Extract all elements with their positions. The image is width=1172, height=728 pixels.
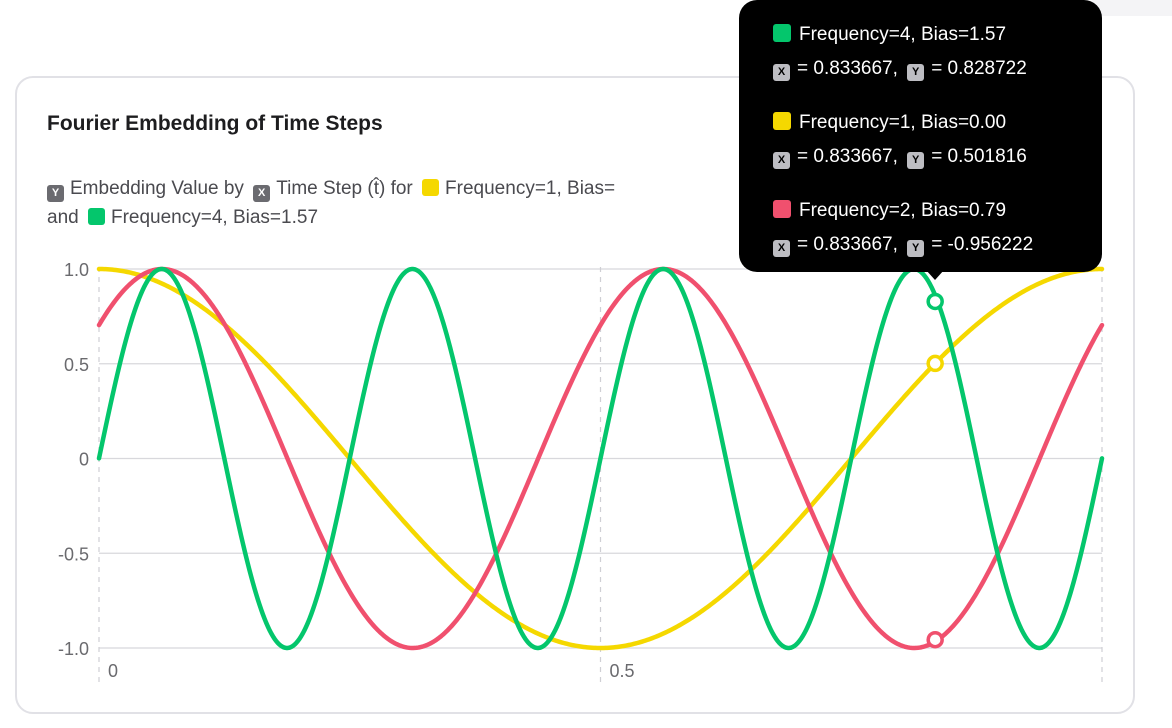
x-axis-chip: X bbox=[253, 185, 271, 202]
highlight-point-1[interactable] bbox=[926, 354, 944, 373]
y-axis-chip: Y bbox=[47, 185, 64, 202]
tooltip-x-chip: X bbox=[773, 240, 790, 257]
tooltip-group-1: Frequency=1, Bias=0.00 X = 0.833667, Y = 0.… bbox=[773, 110, 1102, 178]
tooltip-series-label: Frequency=1, Bias=0.00 bbox=[799, 112, 1007, 133]
tooltip-y-chip: Y bbox=[907, 64, 925, 81]
tooltip-pointer bbox=[926, 270, 944, 280]
tooltip-y-value: = 0.501816 bbox=[931, 146, 1027, 167]
tick-labels: 1.0 0.5 0 -0.5 -1.0 0 0.5 bbox=[58, 260, 635, 681]
tooltip-x-value: = 0.833667, bbox=[797, 146, 898, 167]
y-tick-label-1: 0.5 bbox=[64, 355, 89, 375]
tooltip-x-value: = 0.833667, bbox=[797, 58, 898, 79]
tooltip-group-2: Frequency=2, Bias=0.79 X = 0.833667, Y = -0… bbox=[773, 198, 1102, 266]
highlight-point-0[interactable] bbox=[926, 292, 944, 311]
highlight-point-2[interactable] bbox=[926, 630, 944, 649]
y-tick-label-0: 1.0 bbox=[64, 260, 89, 280]
tooltip-group-0: Frequency=4, Bias=1.57 X = 0.833667, Y = 0.… bbox=[773, 22, 1102, 90]
tooltip-series-label: Frequency=4, Bias=1.57 bbox=[799, 24, 1007, 45]
subtitle-part-4: and bbox=[47, 207, 79, 228]
hover-tooltip: Frequency=4, Bias=1.57 X = 0.833667, Y = 0.… bbox=[739, 0, 1102, 272]
chart-title: Fourier Embedding of Time Steps bbox=[47, 112, 383, 135]
freq4-legend-chip bbox=[87, 208, 105, 225]
subtitle-part-3: Frequency=1, Bias= bbox=[445, 178, 616, 199]
tooltip-y-value: = -0.956222 bbox=[931, 234, 1034, 255]
tooltip-series-chip bbox=[773, 24, 791, 42]
y-tick-label-3: -0.5 bbox=[58, 544, 89, 564]
tooltip-y-chip: Y bbox=[907, 152, 925, 169]
tooltip-series-label: Frequency=2, Bias=0.79 bbox=[799, 200, 1007, 221]
y-tick-label-2: 0 bbox=[79, 450, 89, 470]
subtitle-part-2: Time Step (t̂) for bbox=[276, 178, 413, 199]
tooltip-series-chip bbox=[773, 112, 791, 130]
tooltip-x-chip: X bbox=[773, 64, 790, 81]
tooltip-x-value: = 0.833667, bbox=[797, 234, 898, 255]
chart-subtitle: Y Embedding Value by X Time Step (t̂) for … bbox=[47, 174, 747, 232]
y-tick-label-4: -1.0 bbox=[58, 639, 89, 659]
tooltip-y-chip: Y bbox=[907, 240, 925, 257]
window-edge-bar bbox=[1092, 0, 1172, 16]
x-tick-label-0: 0 bbox=[108, 661, 118, 681]
x-tick-label-1: 0.5 bbox=[610, 661, 635, 681]
freq1-legend-chip bbox=[422, 179, 440, 196]
tooltip-series-chip bbox=[773, 200, 791, 218]
highlight-points bbox=[926, 292, 944, 649]
subtitle-part-5: Frequency=4, Bias=1.57 bbox=[110, 207, 319, 228]
tooltip-x-chip: X bbox=[773, 152, 790, 169]
subtitle-part-1: Embedding Value by bbox=[70, 178, 244, 199]
tooltip-y-value: = 0.828722 bbox=[931, 58, 1027, 79]
